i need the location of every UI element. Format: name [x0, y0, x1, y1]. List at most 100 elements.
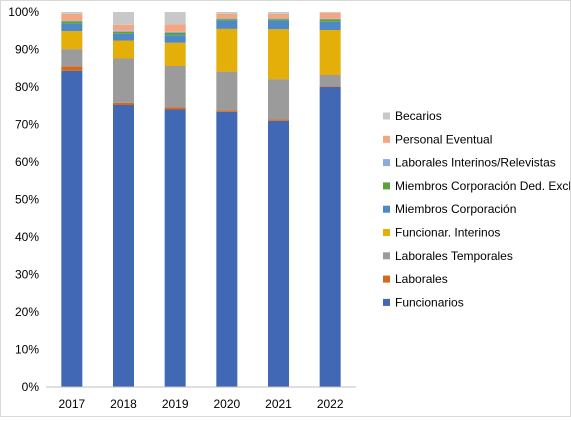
- bar-segment: [113, 58, 134, 103]
- bar-stack-2018: [113, 12, 134, 387]
- y-tick-label: 10%: [15, 343, 39, 357]
- x-tick-label: 2019: [162, 397, 189, 411]
- bar-segment: [61, 31, 83, 50]
- legend-swatch: [383, 298, 390, 306]
- bar-segment: [164, 109, 186, 387]
- legend-item: Funcionarios: [383, 295, 464, 309]
- bar-segment: [61, 20, 83, 22]
- legend-item: Laborales Temporales: [383, 249, 513, 263]
- legend-item: Funcionar. Interinos: [383, 226, 500, 240]
- bar-segment: [268, 20, 289, 30]
- bar-segment: [268, 13, 289, 19]
- bar-segment: [216, 12, 238, 14]
- legend-swatch: [383, 182, 390, 190]
- legend-swatch: [383, 205, 390, 213]
- y-tick-label: 60%: [15, 155, 39, 169]
- legend-swatch: [383, 112, 390, 120]
- bar-segment: [113, 30, 134, 32]
- bar-segment: [61, 12, 83, 14]
- bar-segment: [216, 71, 238, 111]
- bar-segment: [319, 12, 341, 13]
- bar-stack-2022: [319, 12, 341, 387]
- legend-swatch: [383, 252, 390, 260]
- legend-label: Becarios: [395, 109, 442, 123]
- bar-stack-2017: [61, 12, 83, 387]
- y-tick-label: 70%: [15, 118, 39, 132]
- y-tick-label: 90%: [15, 43, 39, 57]
- bar-segment: [216, 18, 238, 20]
- bar-segment: [268, 119, 289, 121]
- legend-label: Personal Eventual: [395, 132, 492, 146]
- legend-item: Miembros Corporación Ded. Excl.: [383, 179, 571, 193]
- bar-segment: [319, 86, 341, 87]
- bar-segment: [268, 18, 289, 20]
- legend: Becarios Personal Eventual Laborales Inter…: [383, 109, 571, 309]
- legend-swatch: [383, 229, 390, 236]
- legend-label: Miembros Corporación: [395, 202, 516, 216]
- bar-segment: [113, 102, 134, 105]
- legend-label: Laborales: [395, 272, 448, 286]
- bar-segment: [319, 75, 341, 87]
- legend-label: Funcionar. Interinos: [395, 226, 500, 240]
- bar-segment: [268, 79, 289, 120]
- bar-segment: [164, 33, 186, 36]
- bar-segment: [216, 28, 238, 72]
- legend-label: Miembros Corporación Ded. Excl.: [395, 179, 570, 193]
- bar-segment: [164, 107, 186, 110]
- bar-segment: [113, 12, 134, 25]
- y-tick-label: 20%: [15, 305, 39, 319]
- bar-segment: [319, 18, 341, 20]
- bar-segment: [216, 19, 238, 21]
- x-tick-label: 2017: [58, 397, 85, 411]
- legend-swatch: [383, 159, 390, 167]
- bar-segment: [61, 66, 83, 71]
- y-tick-label: 100%: [8, 5, 39, 19]
- bar-segment: [268, 29, 289, 80]
- y-tick-label: 50%: [15, 193, 39, 207]
- legend-item: Laborales Interinos/Relevistas: [383, 156, 556, 170]
- x-tick-label: 2020: [213, 397, 240, 411]
- bar-segment: [216, 13, 238, 19]
- x-axis: 2017 2018 2019 2020 2021 2022: [46, 386, 356, 411]
- bar-segment: [164, 31, 186, 33]
- bar-segment: [319, 12, 341, 19]
- bar-segment: [61, 23, 83, 32]
- bar-segment: [164, 35, 186, 43]
- y-tick-label: 40%: [15, 230, 39, 244]
- bar-segment: [113, 105, 134, 387]
- bar-segment: [216, 111, 238, 387]
- bar-segment: [216, 20, 238, 29]
- bar-segment: [164, 12, 186, 25]
- legend-item: Becarios: [383, 109, 442, 123]
- bars-group: [61, 12, 341, 387]
- legend-label: Laborales Interinos/Relevistas: [395, 156, 556, 170]
- bar-segment: [113, 24, 134, 31]
- x-tick-label: 2018: [110, 397, 137, 411]
- x-tick-label: 2022: [317, 397, 344, 411]
- bar-segment: [113, 31, 134, 34]
- bar-segment: [61, 21, 83, 24]
- legend-item: Miembros Corporación: [383, 202, 516, 216]
- legend-label: Laborales Temporales: [395, 249, 513, 263]
- bar-segment: [268, 12, 289, 14]
- bar-segment: [268, 19, 289, 21]
- bar-stack-2019: [164, 12, 186, 387]
- bar-segment: [319, 19, 341, 22]
- legend-swatch: [383, 135, 390, 143]
- bar-segment: [113, 33, 134, 41]
- y-tick-label: 0%: [22, 380, 40, 394]
- y-tick-label: 80%: [15, 80, 39, 94]
- bar-segment: [164, 66, 186, 108]
- bar-segment: [268, 120, 289, 387]
- bar-segment: [164, 42, 186, 66]
- bar-stack-2021: [268, 12, 289, 387]
- bar-segment: [164, 24, 186, 32]
- bar-segment: [319, 87, 341, 387]
- legend-swatch: [383, 275, 390, 283]
- bar-segment: [61, 49, 83, 67]
- legend-item: Personal Eventual: [383, 132, 492, 146]
- legend-label: Funcionarios: [395, 295, 464, 309]
- legend-item: Laborales: [383, 272, 448, 286]
